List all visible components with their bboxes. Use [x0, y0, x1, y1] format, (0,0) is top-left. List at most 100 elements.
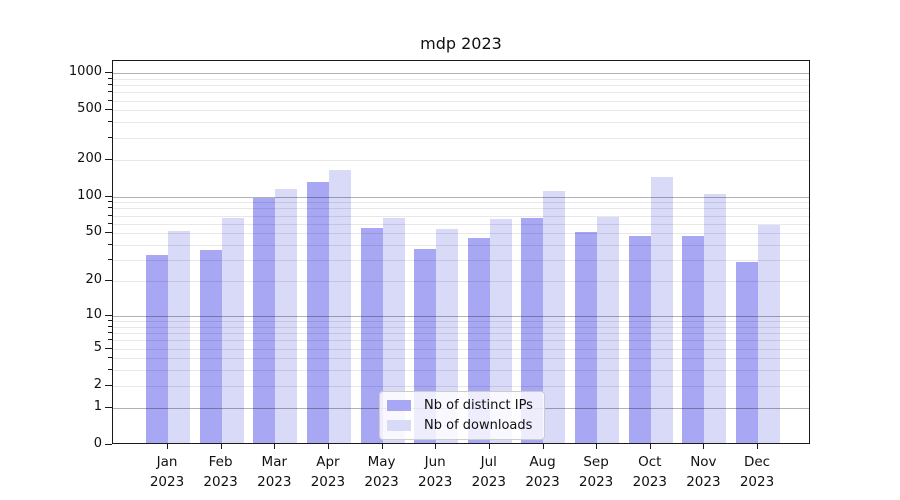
bar-downloads-jan [168, 231, 190, 443]
y-minortick-300 [108, 136, 112, 138]
y-tick-label-1000: 1000 [68, 64, 102, 79]
gridline-minor-300 [113, 137, 809, 139]
y-tick-1000 [105, 72, 112, 73]
gridline-minor-80 [113, 208, 809, 210]
legend-label-distinct-ips: Nb of distinct IPs [424, 398, 533, 413]
y-tick-10 [105, 314, 112, 316]
bar-distinct-ips-apr [306, 181, 329, 443]
gridline-minor-60 [113, 223, 809, 225]
legend-item-distinct-ips: Nb of distinct IPs [387, 398, 533, 413]
y-minortick-60 [108, 222, 112, 224]
x-tick-label-aug: Aug 2023 [501, 452, 585, 493]
x-label-year: 2023 [578, 474, 614, 491]
gridline-major-100 [113, 196, 809, 198]
x-label-month: Jan [156, 454, 178, 470]
gridline-minor-400 [113, 122, 809, 124]
x-tick-label-dec: Dec 2023 [715, 452, 799, 493]
bar-distinct-ips-aug [521, 218, 544, 443]
gridline-minor-9 [113, 321, 809, 322]
x-tick-sep [596, 444, 598, 449]
y-minortick-80 [108, 207, 112, 209]
x-tick-oct [649, 444, 651, 449]
x-tick-may [381, 444, 383, 449]
x-tick-label-oct: Oct 2023 [608, 452, 692, 493]
x-tick-label-nov: Nov 2023 [661, 452, 745, 493]
bar-downloads-apr [328, 170, 351, 443]
y-tick-label-200: 200 [77, 150, 102, 166]
gridline-minor-50 [113, 233, 809, 235]
y-tick-0 [105, 444, 112, 445]
y-minortick-6 [108, 339, 112, 341]
y-minortick-7 [108, 332, 112, 333]
bar-distinct-ips-nov [682, 235, 705, 443]
x-tick-label-jun: Jun 2023 [393, 452, 477, 493]
x-label-month: Nov [690, 454, 717, 470]
y-tick-label-500: 500 [77, 101, 102, 117]
gridline-minor-2 [113, 385, 809, 387]
x-tick-jul [488, 444, 490, 449]
y-tick-label-10: 10 [85, 306, 102, 322]
x-label-year: 2023 [686, 474, 721, 491]
bar-distinct-ips-feb [199, 250, 222, 443]
legend-label-downloads: Nb of downloads [424, 418, 533, 433]
gridline-minor-5 [113, 348, 809, 350]
plot-area [112, 60, 810, 444]
x-label-month: Jul [480, 454, 497, 470]
x-label-month: Apr [316, 454, 340, 470]
y-minortick-400 [108, 121, 112, 123]
x-label-year: 2023 [257, 474, 292, 491]
x-label-year: 2023 [525, 474, 560, 491]
gridline-major-1000 [113, 73, 809, 74]
y-tick-20 [105, 280, 112, 282]
x-label-month: Aug [529, 454, 556, 470]
bar-distinct-ips-dec [736, 261, 759, 443]
x-tick-label-apr: Apr 2023 [286, 452, 370, 493]
x-tick-mar [274, 444, 276, 449]
y-tick-label-50: 50 [85, 224, 102, 240]
bar-downloads-sep [597, 216, 620, 443]
gridline-minor-500 [113, 110, 809, 112]
x-tick-feb [220, 444, 222, 449]
bar-downloads-jul [489, 219, 512, 443]
x-label-month: May [367, 454, 396, 470]
bar-distinct-ips-oct [628, 235, 651, 443]
y-tick-label-0: 0 [93, 436, 102, 451]
bar-distinct-ips-may [360, 228, 383, 443]
y-minortick-9 [108, 320, 112, 321]
chart-title: mdp 2023 [420, 34, 502, 53]
x-label-month: Oct [638, 454, 662, 470]
y-tick-200 [105, 158, 112, 160]
bar-distinct-ips-mar [253, 197, 276, 443]
gridline-minor-40 [113, 245, 809, 247]
bar-downloads-dec [758, 225, 781, 443]
y-tick-label-2: 2 [93, 376, 102, 392]
bar-downloads-aug [543, 190, 566, 443]
y-minortick-90 [108, 201, 112, 203]
gridline-minor-4 [113, 358, 809, 360]
y-minortick-800 [108, 84, 112, 85]
legend-swatch-distinct-ips [387, 400, 411, 411]
gridline-minor-30 [113, 260, 809, 262]
x-tick-label-feb: Feb 2023 [179, 452, 263, 493]
y-minortick-600 [108, 99, 112, 101]
y-minortick-70 [108, 214, 112, 216]
x-tick-jan [167, 444, 168, 449]
gridline-minor-3 [113, 370, 809, 372]
bar-downloads-nov [704, 193, 727, 443]
x-label-year: 2023 [149, 474, 185, 491]
y-minortick-8 [108, 325, 112, 327]
x-tick-label-may: May 2023 [340, 452, 424, 493]
x-tick-aug [542, 444, 544, 449]
y-tick-label-100: 100 [77, 187, 102, 203]
gridline-minor-700 [113, 92, 809, 94]
y-minortick-700 [108, 91, 112, 93]
y-minortick-40 [108, 244, 112, 246]
x-label-year: 2023 [632, 474, 667, 491]
x-label-month: Jun [424, 454, 446, 470]
y-tick-500 [105, 109, 112, 111]
gridline-minor-7 [113, 333, 809, 334]
x-label-month: Feb [208, 454, 233, 470]
bar-downloads-oct [650, 176, 673, 443]
gridline-minor-800 [113, 85, 809, 86]
